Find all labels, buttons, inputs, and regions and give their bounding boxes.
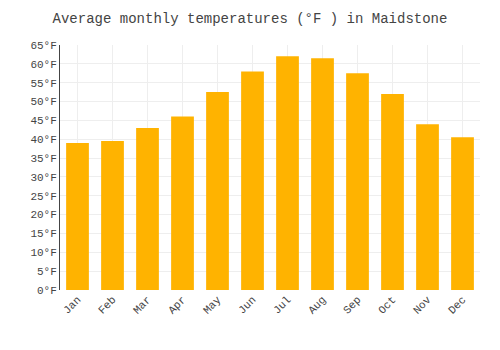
svg-text:Jan: Jan [61,294,83,316]
svg-text:Apr: Apr [166,294,188,316]
svg-text:Average monthly temperatures (: Average monthly temperatures (°F ) in Ma… [53,11,448,27]
svg-text:Dec: Dec [446,294,468,316]
svg-text:0°F: 0°F [37,285,57,297]
svg-text:Aug: Aug [306,294,328,316]
svg-text:25°F: 25°F [30,191,56,203]
svg-text:Mar: Mar [131,294,153,316]
svg-text:Nov: Nov [411,294,434,317]
svg-text:10°F: 10°F [30,247,56,259]
svg-text:50°F: 50°F [30,96,56,108]
svg-text:5°F: 5°F [37,266,57,278]
svg-text:65°F: 65°F [30,40,56,52]
svg-text:Sep: Sep [341,294,363,316]
svg-text:20°F: 20°F [30,209,56,221]
svg-text:40°F: 40°F [30,134,56,146]
svg-text:60°F: 60°F [30,59,56,71]
svg-text:30°F: 30°F [30,172,56,184]
svg-text:Oct: Oct [376,294,398,316]
svg-text:May: May [201,294,224,317]
svg-text:15°F: 15°F [30,228,56,240]
svg-text:45°F: 45°F [30,115,56,127]
svg-text:35°F: 35°F [30,153,56,165]
svg-text:Jun: Jun [236,294,258,316]
svg-text:55°F: 55°F [30,78,56,90]
svg-text:Jul: Jul [271,294,293,316]
svg-text:Feb: Feb [96,294,118,316]
